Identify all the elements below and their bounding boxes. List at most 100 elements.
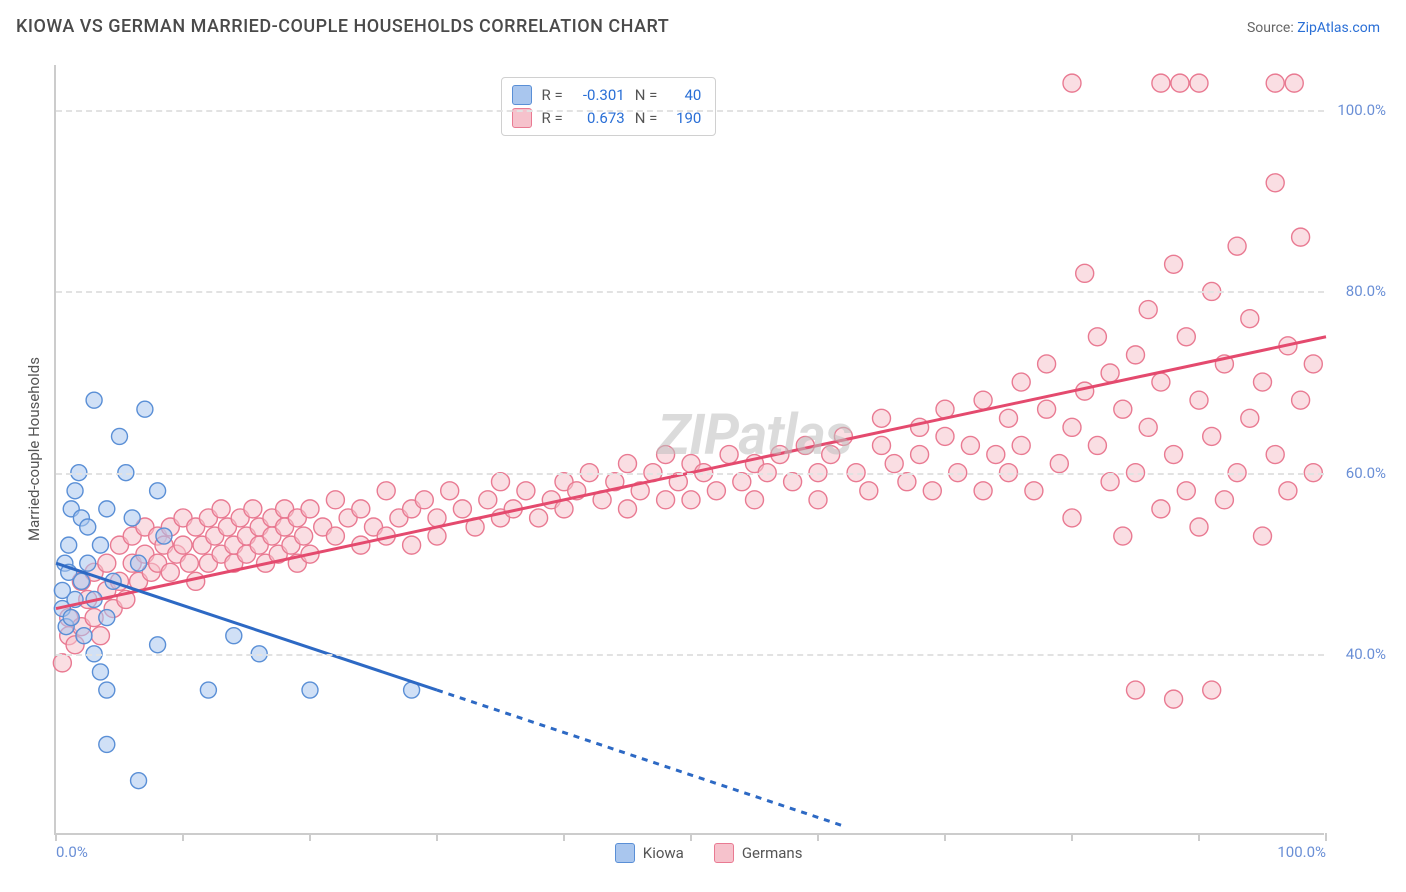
scatter-point xyxy=(212,500,230,518)
xtick-label: 100.0% xyxy=(1277,843,1326,861)
legend-n-label: N = xyxy=(635,84,658,107)
scatter-point xyxy=(1050,455,1068,473)
scatter-point xyxy=(530,509,548,527)
source-link[interactable]: ZipAtlas.com xyxy=(1297,20,1380,36)
legend-r-value: -0.301 xyxy=(573,84,625,107)
source-prefix: Source: xyxy=(1247,20,1297,36)
scatter-point xyxy=(1304,355,1322,373)
scatter-point xyxy=(974,391,992,409)
scatter-point xyxy=(1152,500,1170,518)
scatter-point xyxy=(200,682,216,698)
scatter-point xyxy=(1190,518,1208,536)
scatter-point xyxy=(1000,409,1018,427)
scatter-point xyxy=(1165,255,1183,273)
scatter-point xyxy=(1266,446,1284,464)
scatter-point xyxy=(131,555,147,571)
scatter-point xyxy=(137,401,153,417)
scatter-point xyxy=(91,627,109,645)
chart-container: Married-couple Households ZIPatlas R =-0… xyxy=(16,55,1390,875)
scatter-point xyxy=(1063,509,1081,527)
xtick-mark xyxy=(436,833,438,841)
scatter-point xyxy=(657,446,675,464)
scatter-point xyxy=(1254,527,1272,545)
scatter-point xyxy=(63,610,79,626)
scatter-point xyxy=(1063,74,1081,92)
scatter-point xyxy=(150,483,166,499)
xtick-mark xyxy=(1198,833,1200,841)
scatter-point xyxy=(1012,373,1030,391)
scatter-point xyxy=(80,519,96,535)
scatter-point xyxy=(873,436,891,454)
gridline xyxy=(56,473,1324,475)
scatter-point xyxy=(1127,346,1145,364)
scatter-point xyxy=(80,555,96,571)
xtick-mark xyxy=(182,833,184,841)
ytick-label: 80.0% xyxy=(1330,282,1386,300)
plot-svg xyxy=(56,65,1326,835)
scatter-point xyxy=(1254,373,1272,391)
scatter-point xyxy=(1076,264,1094,282)
scatter-point xyxy=(1292,391,1310,409)
source-line: Source: ZipAtlas.com xyxy=(1247,20,1380,36)
scatter-point xyxy=(1171,74,1189,92)
scatter-point xyxy=(987,446,1005,464)
xtick-mark xyxy=(55,833,57,841)
scatter-point xyxy=(150,637,166,653)
scatter-point xyxy=(1152,373,1170,391)
scatter-point xyxy=(99,682,115,698)
scatter-point xyxy=(1279,482,1297,500)
scatter-point xyxy=(1215,491,1233,509)
gridline xyxy=(56,291,1324,293)
scatter-point xyxy=(1139,418,1157,436)
scatter-point xyxy=(720,446,738,464)
scatter-point xyxy=(1190,74,1208,92)
scatter-point xyxy=(733,473,751,491)
legend-swatch xyxy=(714,843,734,863)
scatter-point xyxy=(1063,418,1081,436)
scatter-point xyxy=(1241,310,1259,328)
scatter-point xyxy=(156,528,172,544)
scatter-point xyxy=(784,473,802,491)
scatter-point xyxy=(898,473,916,491)
legend-swatch xyxy=(615,843,635,863)
scatter-point xyxy=(619,500,637,518)
ytick-label: 40.0% xyxy=(1330,645,1386,663)
scatter-point xyxy=(923,482,941,500)
xtick-mark xyxy=(1325,833,1327,841)
scatter-point xyxy=(61,537,77,553)
scatter-point xyxy=(1012,436,1030,454)
legend-n-value: 40 xyxy=(667,84,701,107)
scatter-point xyxy=(92,537,108,553)
scatter-point xyxy=(99,501,115,517)
scatter-point xyxy=(377,482,395,500)
scatter-point xyxy=(244,500,262,518)
scatter-point xyxy=(453,500,471,518)
scatter-point xyxy=(86,392,102,408)
scatter-point xyxy=(415,491,433,509)
gridline xyxy=(56,654,1324,656)
scatter-point xyxy=(1203,427,1221,445)
legend-label: Kiowa xyxy=(643,844,684,862)
scatter-point xyxy=(682,491,700,509)
y-axis-label: Married-couple Households xyxy=(25,357,43,541)
scatter-point xyxy=(936,427,954,445)
scatter-point xyxy=(1266,174,1284,192)
scatter-point xyxy=(326,527,344,545)
xtick-mark xyxy=(309,833,311,841)
scatter-point xyxy=(619,455,637,473)
scatter-point xyxy=(99,736,115,752)
ytick-label: 100.0% xyxy=(1330,101,1386,119)
scatter-point xyxy=(76,628,92,644)
scatter-point xyxy=(1203,681,1221,699)
scatter-point xyxy=(180,554,198,572)
scatter-point xyxy=(1266,74,1284,92)
legend-swatch xyxy=(512,85,532,105)
scatter-point xyxy=(174,536,192,554)
scatter-point xyxy=(1088,436,1106,454)
scatter-point xyxy=(657,491,675,509)
ytick-label: 60.0% xyxy=(1330,464,1386,482)
scatter-point xyxy=(161,563,179,581)
scatter-point xyxy=(885,455,903,473)
scatter-point xyxy=(124,510,140,526)
scatter-point xyxy=(1025,482,1043,500)
